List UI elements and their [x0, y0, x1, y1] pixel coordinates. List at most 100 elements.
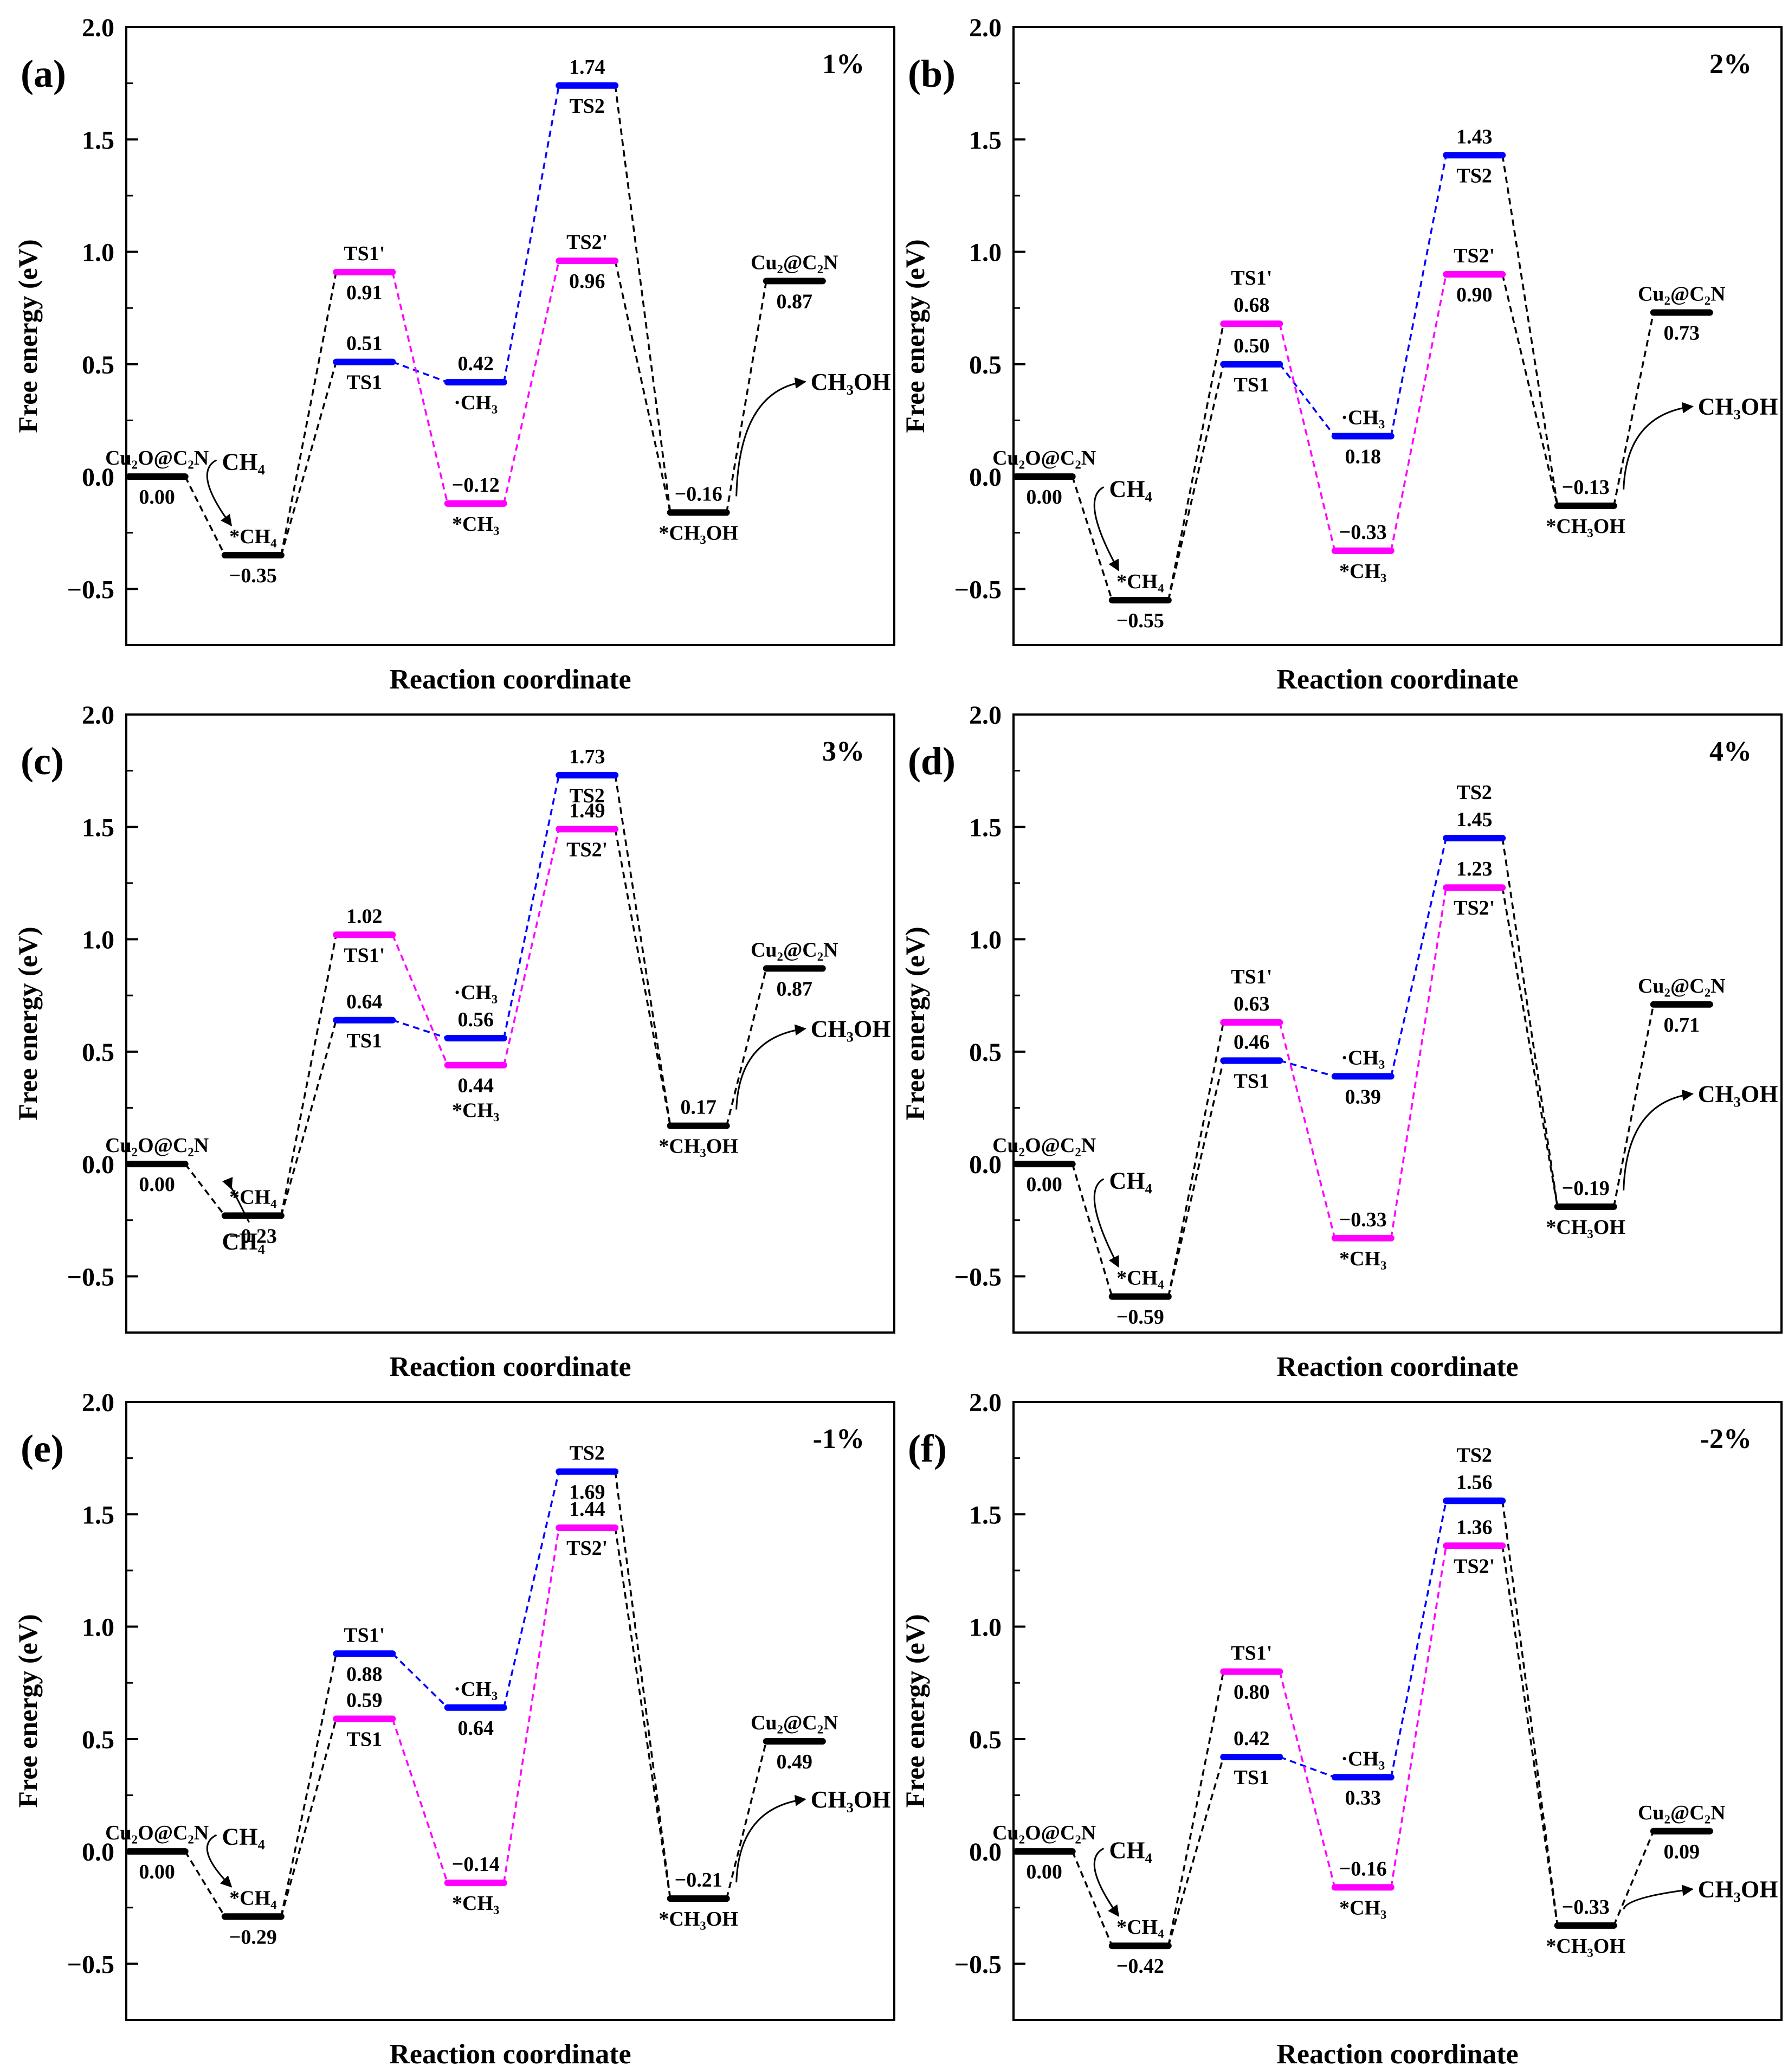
y-tick-label: 2.0 [969, 1388, 1002, 1417]
connector-ch3g-ts2 [503, 1471, 560, 1708]
level-name-s6: Cu₂@C₂N [1638, 282, 1726, 305]
level-value-ch3g: 0.56 [457, 1008, 494, 1031]
level-value-ts1p: 0.80 [1234, 1681, 1270, 1703]
connector-s1-ts1p [1167, 1022, 1224, 1297]
level-name-ch3s: *CH₃ [1339, 1896, 1386, 1919]
x-axis-label: Reaction coordinate [389, 1352, 631, 1382]
level-name-ts1: TS1 [1234, 374, 1269, 396]
connector-ts2p-s5 [1501, 274, 1559, 506]
panel-c: 2.0 1.5 1.0 0.5 0.0 −0.5 Free energy (eV) React… [12, 701, 895, 1382]
connector-ts1-ch3g [1279, 1756, 1335, 1778]
connector-ch3s-ts2p [1390, 887, 1447, 1239]
connector-ts2-s5 [614, 1471, 672, 1899]
y-tick-label: 0.0 [82, 1838, 114, 1867]
connector-ts2p-s5 [614, 829, 672, 1126]
level-name-s0: Cu₂O@C₂N [105, 447, 209, 469]
level-name-s1: *CH₄ [1116, 1916, 1164, 1939]
y-tick-label: 0.5 [82, 351, 114, 379]
level-value-ts2: 1.45 [1456, 808, 1493, 831]
level-name-s6: Cu₂@C₂N [1638, 1801, 1726, 1824]
level-name-ch3g: ·CH₃ [1341, 406, 1385, 429]
x-axis-label: Reaction coordinate [1276, 1352, 1518, 1382]
connector-s5-s6 [1612, 312, 1655, 506]
connector-ch3s-ts2p [1390, 1546, 1447, 1888]
connector-ts2p-s5 [614, 260, 672, 513]
plot-frame [125, 1401, 895, 2021]
y-tick-label: 0.0 [82, 1150, 114, 1179]
level-name-ts1: TS1 [1234, 1070, 1269, 1092]
y-axis-label: Free energy (eV) [12, 926, 43, 1120]
y-axis-label: Free energy (eV) [900, 239, 930, 433]
level-value-s5: −0.33 [1562, 1896, 1610, 1919]
connector-s0-s1 [1071, 1851, 1113, 1946]
strain-label: -1% [813, 1424, 864, 1455]
y-tick-label: −0.5 [954, 1950, 1002, 1979]
y-axis-label: Free energy (eV) [12, 239, 43, 433]
level-value-ch3g: 0.33 [1345, 1786, 1381, 1809]
product-label: CH₃OH [1698, 1876, 1778, 1903]
product-label: CH₃OH [811, 369, 891, 395]
level-name-s0: Cu₂O@C₂N [105, 1134, 209, 1157]
level-name-ts1p: TS1' [1231, 267, 1272, 289]
x-axis-label: Reaction coordinate [1276, 664, 1518, 695]
level-name-ch3s: *CH₃ [452, 513, 499, 536]
level-value-s5: 0.17 [680, 1096, 717, 1119]
level-value-ch3s: 0.44 [457, 1074, 494, 1097]
level-name-s5: *CH₃OH [659, 522, 738, 544]
level-value-ch3g: 0.39 [1345, 1085, 1381, 1108]
y-tick-label: 1.0 [82, 239, 114, 267]
reactant-label: CH₄ [222, 1824, 264, 1850]
connector-ts1-ch3g [392, 361, 448, 383]
y-tick-label: 1.0 [969, 1613, 1002, 1642]
level-name-ts2: TS2 [1456, 781, 1492, 804]
connector-s5-s6 [1612, 1004, 1655, 1207]
product-label: CH₃OH [811, 1786, 891, 1813]
level-value-s6: 0.71 [1664, 1014, 1700, 1037]
y-tick-label: 0.0 [82, 463, 114, 492]
connector-ts2p-s5 [1501, 887, 1559, 1207]
reactant-label: CH₄ [1109, 1168, 1152, 1194]
level-name-s0: Cu₂O@C₂N [105, 1822, 209, 1844]
panel-label: (b) [908, 52, 956, 95]
level-value-s1: −0.42 [1116, 1955, 1164, 1978]
level-name-s5: *CH₃OH [1546, 1935, 1625, 1958]
level-name-s0: Cu₂O@C₂N [992, 447, 1096, 469]
connector-ts2-s5 [1501, 838, 1559, 1207]
y-axis-label: Free energy (eV) [900, 1614, 930, 1807]
connector-s1-ts1p [280, 934, 337, 1216]
y-tick-label: 1.5 [969, 1501, 1002, 1529]
level-name-ts1: TS1' [344, 1624, 385, 1646]
level-value-ts1p: 1.02 [346, 905, 383, 928]
level-name-ts1p: TS1' [1231, 1642, 1272, 1664]
y-tick-label: 0.5 [82, 1038, 114, 1067]
y-axis-label: Free energy (eV) [900, 926, 930, 1120]
level-value-s0: 0.00 [1026, 486, 1062, 509]
level-value-ts2: 1.56 [1456, 1471, 1493, 1494]
level-name-ts2: TS2 [1456, 164, 1492, 187]
level-value-ts2: 1.69 [569, 1481, 605, 1504]
strain-label: 1% [822, 49, 864, 80]
level-value-s0: 0.00 [1026, 1173, 1062, 1196]
product-arrow [735, 377, 806, 497]
y-tick-label: 0.5 [969, 1726, 1002, 1754]
connector-s0-s1 [1071, 1163, 1113, 1297]
level-value-ts2p: 1.36 [1456, 1516, 1493, 1539]
panel-b: 2.0 1.5 1.0 0.5 0.0 −0.5 Free energy (eV) React… [900, 14, 1783, 695]
connector-ts2-s5 [614, 775, 672, 1126]
panel-label: (e) [21, 1427, 64, 1470]
level-name-ch3s: *CH₃ [452, 1892, 499, 1915]
connector-ts1p-ch3s [391, 272, 449, 504]
connector-ts1-ch3g [1279, 1059, 1335, 1078]
connector-ch3g-ts2 [1390, 838, 1447, 1077]
level-name-ts2: TS2 [569, 784, 604, 807]
level-name-s5: *CH₃OH [1546, 1216, 1625, 1239]
connector-s5-s6 [725, 1741, 767, 1899]
y-axis-label: Free energy (eV) [12, 1614, 43, 1807]
level-name-s1: *CH₄ [1116, 1267, 1164, 1290]
level-value-ch3s: −0.16 [1339, 1857, 1387, 1880]
y-tick-label: 1.0 [969, 926, 1002, 955]
connector-s1-ts1 [280, 1020, 337, 1216]
product-arrow [1623, 1884, 1694, 1910]
level-name-ts2p: TS2' [566, 1537, 608, 1560]
level-name-s1: *CH₄ [229, 1887, 277, 1909]
